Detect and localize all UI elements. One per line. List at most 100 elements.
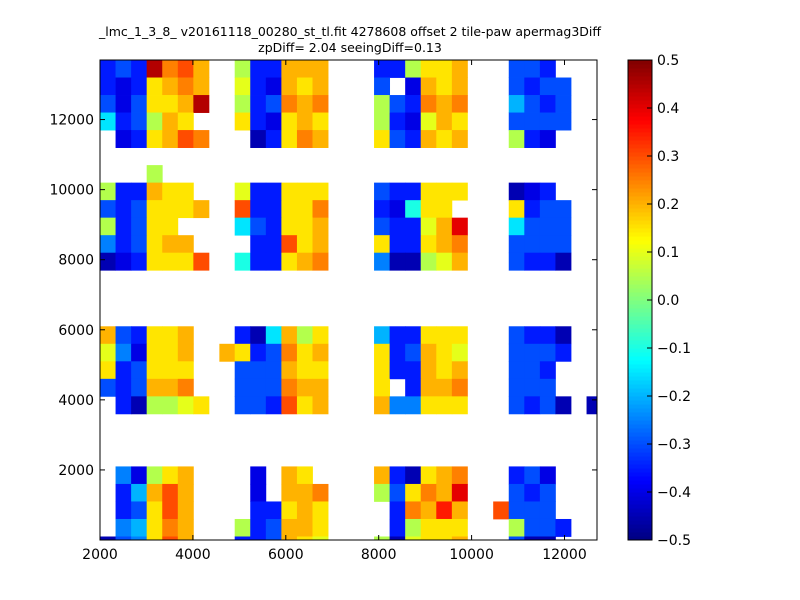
colorbar-segment (628, 524, 652, 529)
heatmap-cell (420, 235, 437, 254)
heatmap-cell (234, 217, 251, 236)
heatmap-cell (115, 182, 132, 201)
x-tick-label: 8000 (361, 547, 397, 563)
heatmap-cell (234, 378, 251, 397)
heatmap-cell (374, 235, 391, 254)
heatmap-cell (405, 200, 422, 219)
heatmap-cell (555, 200, 572, 219)
x-tick-label: 10000 (449, 547, 494, 563)
heatmap-cell (162, 182, 179, 201)
heatmap-cell (250, 518, 267, 537)
heatmap-cell (524, 378, 541, 397)
x-tick-label: 4000 (175, 547, 211, 563)
heatmap-cell (281, 130, 298, 148)
heatmap-cell (420, 396, 437, 415)
heatmap-cell (436, 518, 453, 537)
heatmap-cell (193, 60, 210, 78)
colorbar-segment (628, 428, 652, 433)
colorbar-segment (628, 264, 652, 269)
heatmap-cell (524, 77, 541, 96)
heatmap-cell (420, 77, 437, 96)
heatmap-cell (281, 112, 298, 131)
heatmap-cell (420, 518, 437, 537)
colorbar-tick-label: −0.5 (657, 533, 691, 549)
heatmap-cell (131, 217, 148, 236)
heatmap-cell (405, 466, 422, 485)
heatmap-cell (539, 130, 556, 148)
heatmap-cell (524, 217, 541, 236)
colorbar-tick-label: 0.1 (657, 245, 679, 261)
heatmap-cell (389, 60, 406, 78)
colorbar-segment (628, 144, 652, 149)
heatmap-cell (389, 235, 406, 254)
heatmap-cell (115, 60, 132, 78)
heatmap-cell (296, 217, 313, 236)
colorbar-tick-label: 0.2 (657, 197, 679, 213)
colorbar-segment (628, 380, 652, 385)
heatmap-cell (281, 235, 298, 254)
heatmap-cell (296, 343, 313, 362)
heatmap-cell (508, 235, 525, 254)
heatmap-cell (115, 378, 132, 397)
heatmap-cell (177, 130, 194, 148)
heatmap-cell (115, 518, 132, 537)
colorbar-segment (628, 388, 652, 393)
colorbar-segment (628, 408, 652, 413)
heatmap-cell (420, 95, 437, 113)
y-tick-label: 12000 (49, 113, 94, 129)
heatmap-cell (374, 182, 391, 201)
heatmap-cell (296, 95, 313, 113)
heatmap-cell (131, 200, 148, 219)
heatmap-cell (312, 95, 329, 113)
heatmap-cell (234, 252, 251, 271)
heatmap-cell (420, 200, 437, 219)
colorbar: −0.5 −0.4 −0.3 −0.2 −0.1 0.0 0.1 0.2 0.3 0.4 0.5 (627, 53, 691, 549)
colorbar-tick-label: 0.3 (657, 149, 679, 165)
heatmap-cell (451, 501, 468, 520)
heatmap-cell (312, 60, 329, 78)
heatmap-cell (146, 182, 163, 201)
heatmap-cell (177, 518, 194, 537)
colorbar-tick-label: 0.0 (657, 293, 679, 309)
heatmap-cell (100, 182, 116, 201)
heatmap-cell (234, 77, 251, 96)
heatmap-cell (162, 60, 179, 78)
heatmap-cell (162, 77, 179, 96)
heatmap-cell (524, 60, 541, 78)
heatmap-cell (100, 343, 116, 362)
heatmap-cell (265, 77, 282, 96)
heatmap-cell (524, 343, 541, 362)
heatmap-cell (177, 466, 194, 485)
heatmap-cell (436, 396, 453, 415)
heatmap-cell (281, 396, 298, 415)
heatmap-cell (193, 200, 210, 219)
heatmap-cell (281, 60, 298, 78)
colorbar-segment (628, 416, 652, 421)
heatmap-cell (420, 60, 437, 78)
heatmap-cell (265, 396, 282, 415)
colorbar-segment (628, 528, 652, 533)
heatmap-cell (100, 217, 116, 236)
colorbar-segment (628, 464, 652, 469)
heatmap-cell (524, 326, 541, 345)
colorbar-segment (628, 80, 652, 85)
heatmap-cell (539, 536, 556, 540)
colorbar-segment (628, 100, 652, 105)
heatmap-cell (436, 130, 453, 148)
heatmap-cell (405, 77, 422, 96)
heatmap-cell (296, 326, 313, 345)
heatmap-cell (250, 112, 267, 131)
heatmap-cell (493, 501, 510, 520)
heatmap-cell (508, 483, 525, 502)
heatmap-cell (508, 200, 525, 219)
colorbar-segment (628, 228, 652, 233)
y-tick-label: 4000 (58, 393, 94, 409)
colorbar-segment (628, 432, 652, 437)
heatmap-cell (539, 200, 556, 219)
colorbar-segment (628, 272, 652, 277)
heatmap-cell (234, 182, 251, 201)
heatmap-cell (508, 501, 525, 520)
heatmap-cell (250, 200, 267, 219)
colorbar-segment (628, 396, 652, 401)
